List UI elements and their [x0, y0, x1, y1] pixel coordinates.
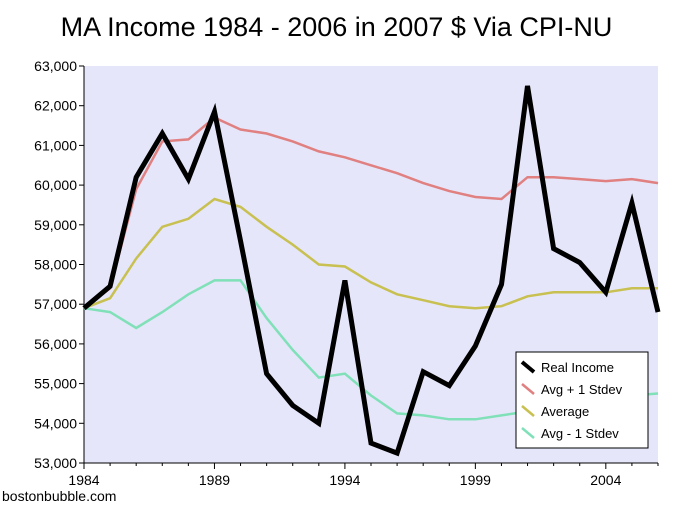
axes: 53,000 54,000 55,000 56,000 57,000 58,000 59,0…: [34, 58, 659, 488]
legend-label: Avg + 1 Stdev: [541, 382, 623, 397]
y-tick-label: 60,000: [34, 177, 77, 193]
legend-swatch: [520, 360, 536, 374]
legend-label: Real Income: [541, 360, 614, 375]
legend-label: Average: [541, 404, 589, 419]
chart-title: MA Income 1984 - 2006 in 2007 $ Via CPI-…: [60, 12, 613, 42]
series-line-real-income: [82, 85, 661, 457]
y-tick-label: 55,000: [34, 376, 77, 392]
legend-swatch: [521, 383, 535, 395]
y-tick-label: 54,000: [34, 415, 77, 431]
x-tick-label: 1984: [68, 472, 99, 488]
x-tick-label: 1994: [329, 472, 360, 488]
series-line-average: [83, 197, 658, 310]
legend-box: [515, 351, 649, 449]
legend: Real Income Avg + 1 Stdev Average Avg - 1 S…: [515, 351, 649, 449]
y-tick-label: 58,000: [34, 257, 77, 273]
x-tick-label: 1989: [199, 472, 230, 488]
legend-label: Avg - 1 Stdev: [541, 426, 619, 441]
y-tick-label: 56,000: [34, 336, 77, 352]
legend-swatch: [521, 405, 535, 417]
y-tick-label: 53,000: [34, 455, 77, 471]
y-tick-label: 59,000: [34, 217, 77, 233]
x-tick-label: 2004: [590, 472, 621, 488]
legend-swatch: [521, 427, 535, 439]
y-tick-label: 61,000: [34, 137, 77, 153]
y-tick-label: 63,000: [34, 58, 77, 74]
series-line-avg-1-stdev: [83, 116, 659, 310]
x-tick-label: 1999: [460, 472, 491, 488]
y-tick-label: 57,000: [34, 296, 77, 312]
y-tick-label: 62,000: [34, 98, 77, 114]
credit-text: bostonbubble.com: [2, 488, 117, 504]
